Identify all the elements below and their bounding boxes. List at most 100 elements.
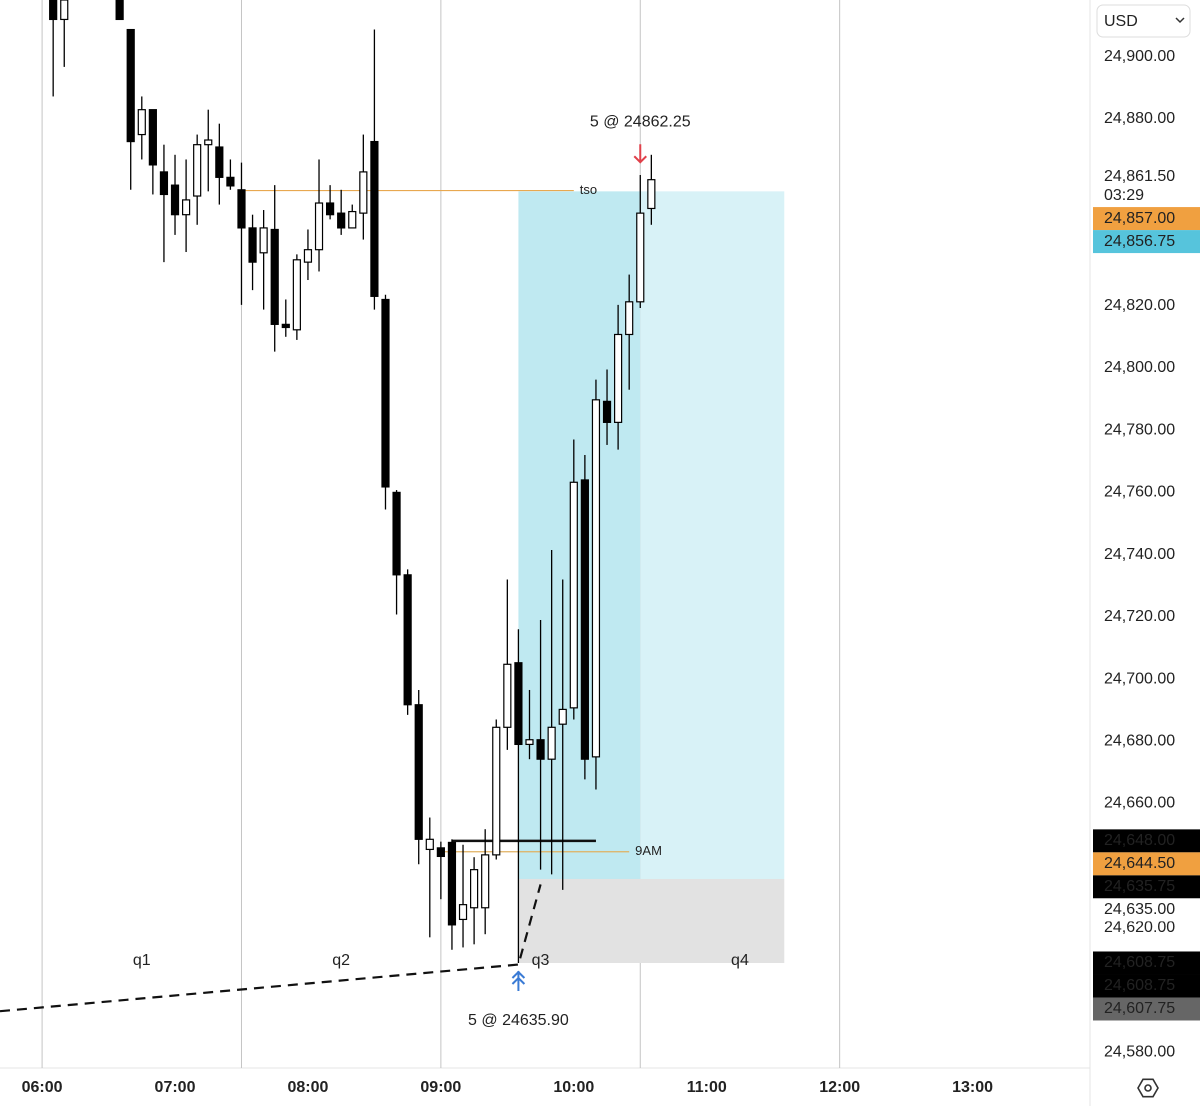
x-tick-label: 12:00 (819, 1079, 860, 1096)
buy-arrow (511, 970, 526, 991)
x-tick-label: 11:00 (687, 1079, 727, 1096)
price-label-box (1093, 230, 1200, 254)
price-label-box (1093, 974, 1200, 998)
candle-body (204, 139, 213, 146)
currency-box[interactable] (1096, 4, 1191, 38)
level-label: tso (580, 182, 597, 197)
candle-body (115, 0, 124, 21)
candle-body (303, 249, 313, 263)
candle-body (414, 704, 423, 840)
stop-zone (518, 878, 785, 963)
chevron[interactable] (1175, 17, 1185, 24)
candle-body (60, 0, 69, 21)
y-tick-label: 24,880.00 (1104, 110, 1175, 127)
plot-area: q1 q2 q3 q4 tso 9AM 5 @ 24862.25 5 @ 24635.90 (0, 0, 841, 1068)
trend-line (0, 884, 542, 1013)
candle-body (580, 479, 589, 760)
candle-body (215, 146, 224, 178)
settings-icon-dot[interactable] (1144, 1084, 1152, 1092)
y-tick-label: 24,780.00 (1104, 421, 1175, 438)
price-label-box (1093, 207, 1200, 231)
candle-body (126, 28, 135, 143)
candle-body (591, 399, 601, 758)
candle-body (602, 400, 612, 423)
y-tick-label: 24,720.00 (1104, 608, 1175, 625)
settings-button[interactable] (1137, 1078, 1159, 1098)
price-label: 24,648.00 (1104, 832, 1175, 849)
trade-label: 5 @ 24635.90 (468, 1012, 569, 1029)
candle-body (547, 726, 556, 760)
candle-body (481, 854, 490, 909)
price-label-box (1093, 951, 1200, 975)
price-label: 24,608.75 (1104, 977, 1175, 994)
currency-label[interactable]: USD (1104, 13, 1138, 30)
candle-body (503, 663, 512, 728)
price-label-box (1093, 997, 1200, 1021)
y-tick-label: 24,620.00 (1104, 919, 1175, 936)
candle-body (381, 298, 390, 488)
candle-body (636, 212, 645, 303)
candle-body (259, 227, 268, 254)
candle-body (492, 726, 501, 856)
candle-body (536, 739, 545, 760)
candle-body (470, 869, 479, 909)
price-label-box (1093, 875, 1200, 899)
session-label: q4 (731, 952, 749, 969)
session-label: q1 (133, 952, 151, 969)
candle-body (447, 841, 457, 926)
y-tick-label: 24,760.00 (1104, 484, 1175, 501)
price-label: 24,635.00 (1104, 901, 1175, 918)
price-label: 24,856.75 (1104, 233, 1175, 250)
x-tick-label: 06:00 (22, 1079, 63, 1096)
candle-body (226, 176, 235, 187)
target-zone-filled (518, 191, 641, 879)
candle-body (514, 662, 523, 746)
candle-body (348, 210, 357, 229)
candle-body (159, 171, 169, 196)
x-tick-label: 10:00 (553, 1079, 594, 1096)
session-label: q3 (532, 952, 550, 969)
price-label: 24,644.50 (1104, 855, 1175, 872)
candle-body (614, 333, 623, 423)
candle-body (193, 144, 202, 197)
candle-body (458, 904, 468, 921)
y-tick-label: 24,800.00 (1104, 359, 1175, 376)
candle-body (248, 227, 257, 263)
y-tick-label: 24,660.00 (1104, 795, 1175, 812)
x-tick-label: 13:00 (952, 1079, 993, 1096)
price-label-box (1093, 165, 1200, 208)
x-tick-label: 09:00 (420, 1079, 461, 1096)
y-tick-label: 24,740.00 (1104, 546, 1175, 563)
price-label: 24,635.75 (1104, 878, 1175, 895)
candle-body (403, 574, 412, 706)
x-tick-label: 08:00 (287, 1079, 328, 1096)
candle-body (558, 708, 567, 725)
candle-body (525, 739, 534, 746)
y-tick-label: 24,580.00 (1104, 1044, 1175, 1061)
candle-body (436, 847, 445, 858)
candle-body (625, 301, 634, 336)
settings-icon[interactable] (1137, 1078, 1159, 1098)
y-tick-label: 24,680.00 (1104, 733, 1175, 750)
candle-body (49, 0, 58, 21)
candle-body (181, 199, 191, 216)
candle-body (292, 259, 301, 331)
candle-body (326, 202, 335, 216)
candle-body (270, 228, 279, 325)
trade-label: 5 @ 24862.25 (590, 113, 691, 130)
candle-body (370, 140, 379, 297)
candle-body (337, 212, 346, 229)
candle-body (569, 481, 578, 709)
price-label-box (1093, 829, 1200, 853)
countdown: 03:29 (1104, 187, 1144, 204)
currency-selector[interactable]: USD (1096, 4, 1191, 38)
candle-body (148, 109, 157, 166)
level-label: 9AM (635, 843, 662, 858)
session-label: q2 (332, 952, 350, 969)
x-tick-label: 07:00 (155, 1079, 196, 1096)
price-label-box (1093, 852, 1200, 876)
price-label: 24,861.50 (1104, 168, 1175, 185)
candle-body (314, 202, 324, 251)
candle-body (237, 189, 246, 229)
